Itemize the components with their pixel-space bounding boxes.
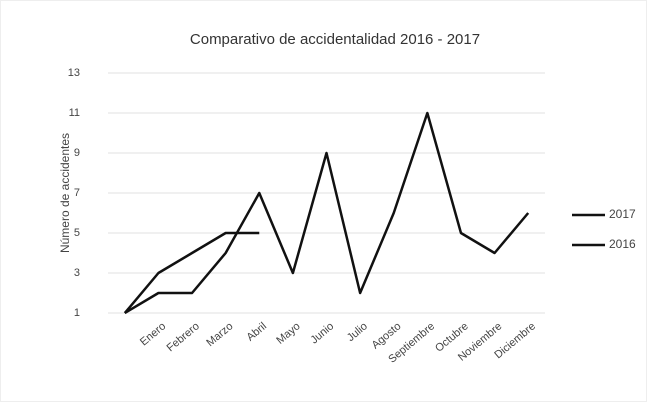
legend-label: 2017 bbox=[609, 207, 636, 221]
y-tick-label: 3 bbox=[74, 267, 80, 279]
chart-title: Comparativo de accidentalidad 2016 - 201… bbox=[190, 31, 480, 48]
y-tick-label: 1 bbox=[74, 307, 80, 319]
line-series bbox=[124, 111, 530, 315]
y-axis-label: Número de accidentes bbox=[58, 133, 72, 253]
y-tick-label: 7 bbox=[74, 187, 80, 199]
legend-label: 2016 bbox=[609, 237, 636, 251]
y-tick-label: 5 bbox=[74, 227, 80, 239]
y-tick-label: 9 bbox=[74, 147, 80, 159]
y-tick-label: 13 bbox=[68, 67, 80, 79]
y-tick-label: 11 bbox=[69, 107, 80, 119]
